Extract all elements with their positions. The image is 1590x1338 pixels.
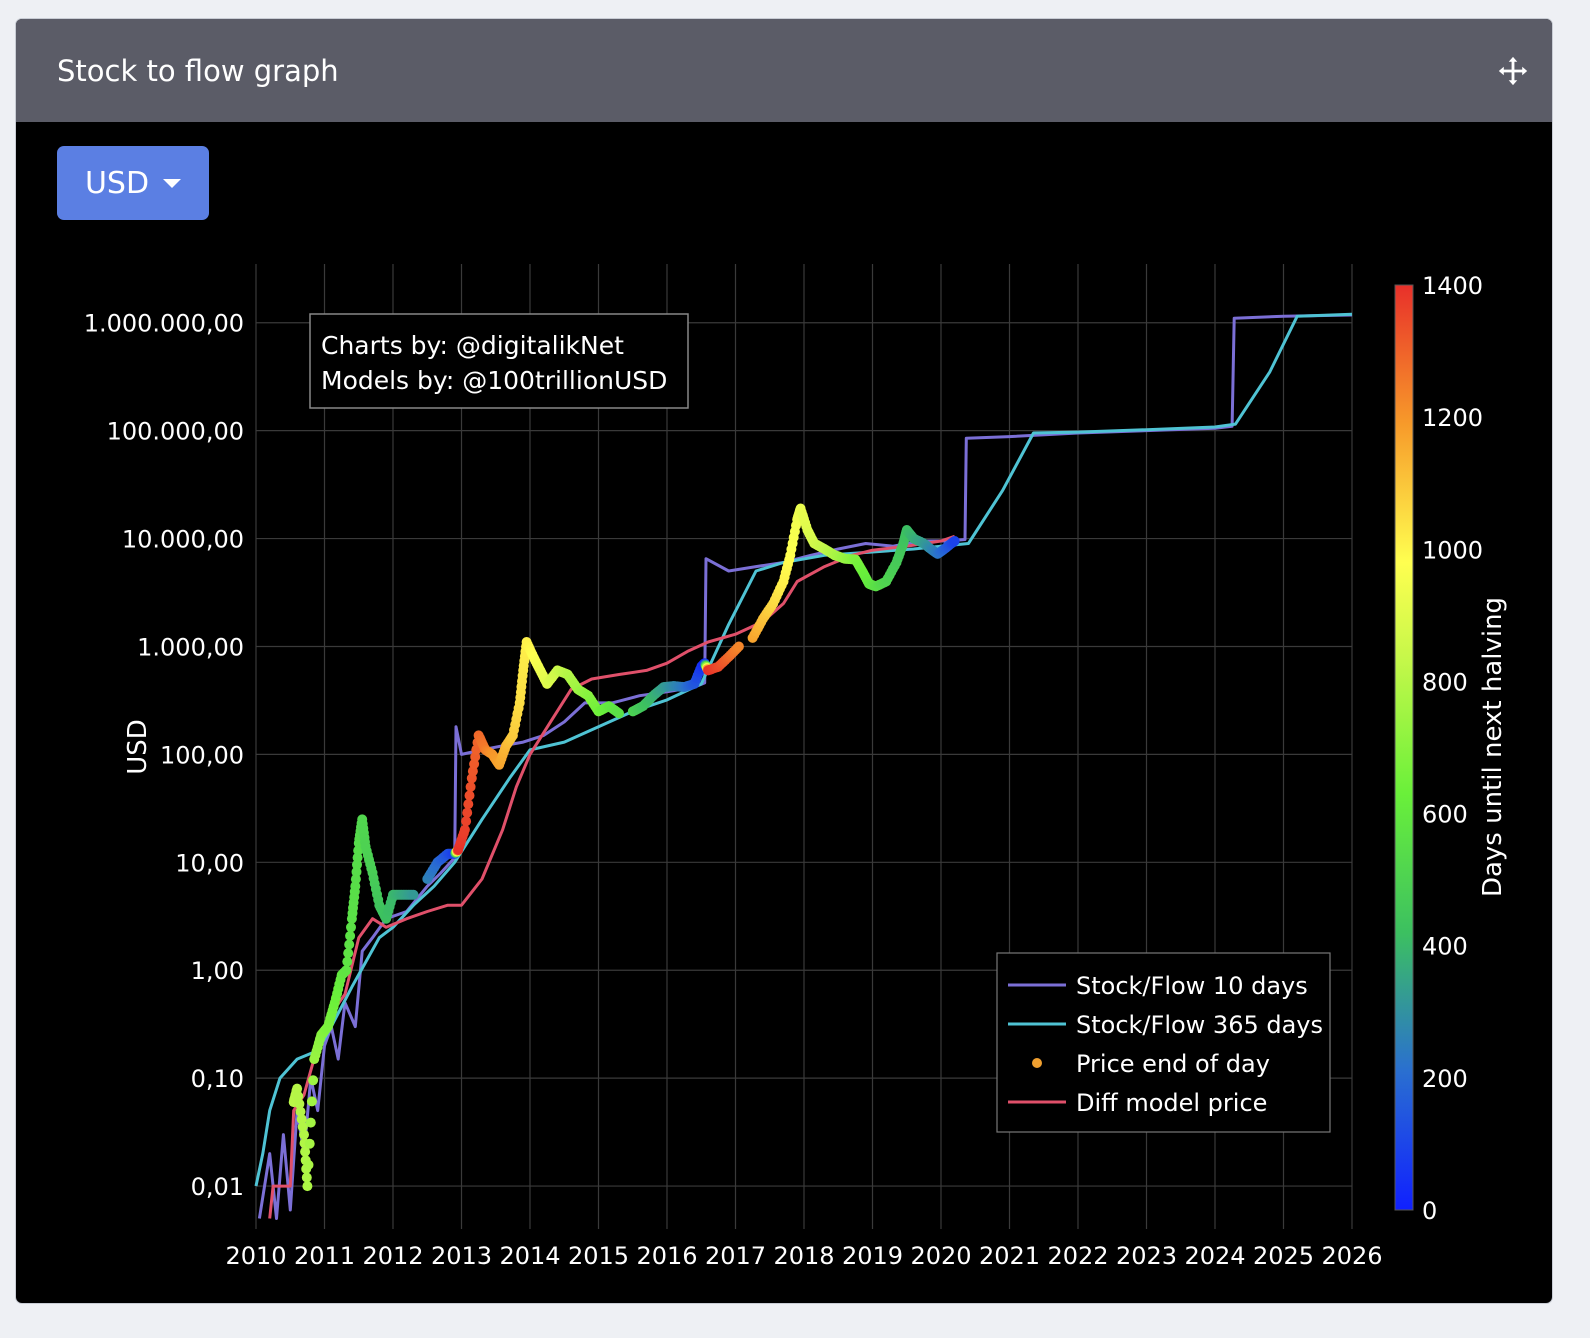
price-dot (351, 866, 362, 877)
legend-label-sf10[interactable]: Stock/Flow 10 days (1076, 972, 1308, 1000)
colorbar-tick-label: 0 (1422, 1197, 1437, 1225)
price-dot (352, 859, 362, 870)
x-tick-label: 2024 (1184, 1242, 1245, 1270)
price-dot (462, 807, 473, 818)
stock-to-flow-card: Stock to flow graph USD 0,01 0,10 1,00 10,0… (16, 19, 1552, 1303)
price-dot (459, 824, 470, 835)
price-dot (292, 1083, 303, 1094)
x-tick-label: 2011 (294, 1242, 355, 1270)
price-dot (464, 790, 475, 801)
currency-selected-label: USD (84, 165, 150, 201)
price-dot (299, 1129, 309, 1140)
x-tick-label: 2010 (225, 1242, 286, 1270)
price-dot (408, 889, 419, 900)
price-dot (345, 930, 356, 941)
y-tick-label: 0,01 (191, 1173, 244, 1201)
move-arrows-icon[interactable] (1496, 54, 1530, 88)
price-dot (302, 1181, 313, 1192)
price-dot (305, 1117, 316, 1128)
price-dot (353, 845, 364, 856)
y-tick-label: 1.000,00 (137, 633, 244, 661)
x-tick-label: 2018 (773, 1242, 834, 1270)
y-tick-label: 100,00 (160, 741, 244, 769)
y-tick-label: 0,10 (191, 1065, 244, 1093)
card-title: Stock to flow graph (57, 53, 339, 88)
legend: Stock/Flow 10 days Stock/Flow 365 days P… (996, 952, 1331, 1133)
x-tick-label: 2019 (842, 1242, 903, 1270)
price-dot (301, 1172, 312, 1183)
price-dot (293, 1091, 304, 1102)
price-dot (461, 816, 472, 827)
price-dot (465, 781, 476, 792)
card-header: Stock to flow graph (16, 19, 1552, 122)
price-dot (304, 1138, 315, 1149)
legend-label-diff[interactable]: Diff model price (1076, 1089, 1267, 1117)
x-tick-label: 2021 (979, 1242, 1040, 1270)
x-tick-label: 2025 (1253, 1242, 1314, 1270)
y-tick-label: 100.000,00 (107, 418, 244, 446)
colorbar-title: Days until next halving (1478, 597, 1508, 897)
colorbar-tick-label: 600 (1422, 801, 1468, 829)
price-dot (308, 1075, 319, 1086)
price-dot (346, 922, 356, 933)
price-dot (342, 956, 353, 967)
x-tick-label: 2012 (362, 1242, 423, 1270)
colorbar-tick-label: 1200 (1422, 404, 1483, 432)
x-tick-label: 2022 (1047, 1242, 1108, 1270)
colorbar-tick-label: 1000 (1422, 536, 1483, 564)
price-dot (614, 708, 624, 719)
price-dot (297, 1121, 308, 1132)
price-dot (463, 799, 474, 810)
price-dot (733, 641, 744, 652)
annotation-line-1: Charts by: @digitalikNet (321, 331, 624, 360)
caret-down-icon (163, 178, 182, 188)
colorbar: 0 200 400 600 800 1000 1200 1400 Days until nex… (1394, 272, 1508, 1225)
legend-label-sf365[interactable]: Stock/Flow 365 days (1076, 1011, 1323, 1039)
price-dot (344, 939, 355, 950)
y-tick-label: 1.000.000,00 (84, 310, 244, 338)
price-dot (295, 1106, 306, 1117)
y-axis-title: USD (123, 719, 153, 775)
currency-dropdown-button[interactable]: USD (57, 146, 209, 220)
legend-swatch-price (1032, 1058, 1042, 1068)
x-tick-label: 2015 (568, 1242, 629, 1270)
y-tick-label: 10,00 (175, 849, 244, 877)
annotation-line-2: Models by: @100trillionUSD (321, 366, 667, 395)
price-dot (294, 1098, 305, 1109)
price-dot (303, 1159, 314, 1170)
price-dot (296, 1114, 307, 1125)
y-tick-label: 1,00 (191, 957, 244, 985)
legend-label-price[interactable]: Price end of day (1076, 1050, 1270, 1078)
price-dot (306, 1096, 317, 1107)
price-dot (343, 948, 354, 959)
y-tick-label: 10.000,00 (122, 526, 244, 554)
colorbar-tick-label: 200 (1422, 1065, 1468, 1093)
colorbar-gradient (1394, 284, 1414, 1211)
annotation-box: Charts by: @digitalikNet Models by: @100… (309, 313, 689, 409)
colorbar-tick-label: 800 (1422, 668, 1468, 696)
sf10-series-line (257, 313, 1353, 1220)
price-dot (300, 1146, 311, 1157)
x-tick-label: 2013 (431, 1242, 492, 1270)
x-tick-label: 2014 (499, 1242, 560, 1270)
x-tick-label: 2016 (636, 1242, 697, 1270)
x-tick-label: 2017 (705, 1242, 766, 1270)
x-tick-label: 2026 (1321, 1242, 1382, 1270)
x-tick-label: 2023 (1116, 1242, 1177, 1270)
price-dot (341, 965, 352, 976)
x-tick-label: 2020 (910, 1242, 971, 1270)
price-dot (350, 874, 361, 885)
stock-to-flow-chart: 0,01 0,10 1,00 10,00 100,00 1.000,00 10.000,00… (84, 264, 1508, 1270)
colorbar-tick-label: 1400 (1422, 272, 1483, 300)
colorbar-tick-label: 400 (1422, 933, 1468, 961)
price-dot (949, 536, 960, 546)
